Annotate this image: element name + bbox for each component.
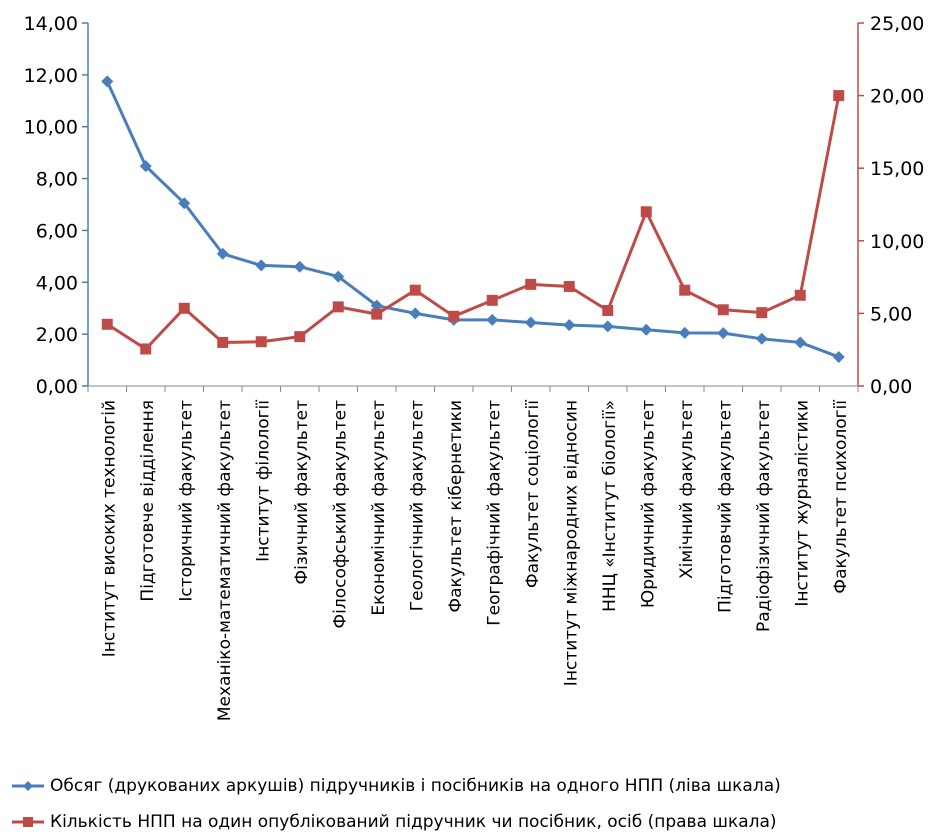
- data-point-0: [717, 327, 730, 340]
- x-tick-label: Механіко-математичний факультет: [215, 400, 235, 721]
- series-lines: [105, 80, 841, 359]
- data-point-0: [486, 313, 499, 326]
- legend-label-volume: Обсяг (друкованих аркушів) підручників і…: [50, 776, 781, 796]
- right-tick-label: 20,00: [870, 86, 924, 108]
- x-tick-label: Юридичний факультет: [638, 400, 658, 608]
- data-point-1: [756, 307, 768, 319]
- data-point-0: [178, 197, 191, 210]
- axes: [87, 23, 859, 387]
- x-tick-label: Географічний факультет: [484, 400, 504, 626]
- left-tick-label: 4,00: [36, 272, 78, 294]
- right-tick-label: 5,00: [870, 303, 912, 325]
- data-point-1: [178, 302, 190, 314]
- data-point-0: [216, 247, 229, 260]
- data-point-1: [140, 343, 152, 355]
- x-tick-label: Геологічний факультет: [407, 400, 427, 611]
- x-tick-label: Фізичний факультет: [292, 400, 312, 585]
- data-point-0: [794, 336, 807, 349]
- legend-entry-volume: Обсяг (друкованих аркушів) підручників і…: [10, 776, 781, 796]
- series-line-0: [105, 80, 840, 359]
- data-point-1: [371, 308, 383, 320]
- data-point-0: [755, 332, 768, 345]
- left-tick-label: 0,00: [36, 376, 78, 398]
- data-point-0: [601, 320, 614, 333]
- data-point-1: [217, 336, 229, 348]
- data-point-0: [101, 75, 114, 88]
- x-tick-label: Хімічний факультет: [677, 400, 697, 579]
- x-tick-label: Інститут високих технологій: [99, 400, 119, 657]
- left-tick-label: 8,00: [36, 169, 78, 191]
- left-tick-label: 12,00: [24, 65, 78, 87]
- data-point-1: [717, 304, 729, 316]
- data-point-0: [678, 326, 691, 339]
- data-point-0: [255, 259, 268, 272]
- legend-label-staff: Кількість НПП на один опублікований підр…: [50, 812, 777, 832]
- x-tick-label: Факультет психології: [831, 400, 851, 594]
- x-tick-label: Інститут міжнародних відносин: [561, 400, 581, 686]
- data-point-1: [486, 294, 498, 306]
- data-point-0: [370, 299, 383, 312]
- right-tick-label: 0,00: [870, 376, 912, 398]
- x-tick-label: Факультет соціології: [523, 400, 543, 588]
- data-point-0: [832, 350, 845, 363]
- data-point-1: [101, 318, 113, 330]
- data-point-0: [332, 270, 345, 283]
- legend-entry-staff: Кількість НПП на один опублікований підр…: [10, 812, 777, 832]
- data-point-1: [409, 284, 421, 296]
- x-tick-label: Економічний факультет: [369, 400, 389, 616]
- data-point-0: [409, 307, 422, 320]
- data-point-1: [640, 206, 652, 218]
- data-point-1: [525, 278, 537, 290]
- series-markers: [101, 75, 845, 363]
- data-point-1: [679, 284, 691, 296]
- x-tick-label: Факультет кібернетики: [446, 400, 466, 613]
- data-point-1: [332, 301, 344, 313]
- data-point-1: [563, 281, 575, 293]
- legend-diamond-icon: [12, 781, 44, 791]
- data-point-0: [139, 160, 152, 173]
- right-tick-label: 10,00: [870, 231, 924, 253]
- x-tick-label: Підготовчий факультет: [715, 400, 735, 613]
- data-point-0: [563, 319, 576, 332]
- data-point-0: [640, 323, 653, 336]
- right-tick-label: 25,00: [870, 13, 924, 35]
- data-point-1: [448, 310, 460, 322]
- data-point-1: [833, 90, 845, 102]
- data-point-1: [602, 304, 614, 316]
- left-tick-label: 6,00: [36, 220, 78, 242]
- left-tick-label: 14,00: [24, 13, 78, 35]
- x-tick-label: ННЦ «Інститут біології»: [600, 400, 620, 612]
- left-tick-label: 2,00: [36, 324, 78, 346]
- data-point-1: [794, 289, 806, 301]
- data-point-0: [524, 316, 537, 329]
- chart-svg: 0,00 2,00 4,00 6,00 8,00 10,00 12,00 14,00 0,00…: [24, 13, 925, 721]
- data-point-1: [294, 331, 306, 343]
- left-tick-label: 10,00: [24, 117, 78, 139]
- right-axis-ticks: 0,00 5,00 10,00 15,00 20,00 25,00: [858, 13, 924, 398]
- right-tick-label: 15,00: [870, 158, 924, 180]
- x-tick-label: Історичний факультет: [176, 400, 196, 602]
- series-line-1: [106, 95, 841, 351]
- x-tick-label: Інститут філології: [253, 400, 273, 562]
- x-tick-label: Філософський факультет: [330, 400, 350, 629]
- x-tick-label: Інститут журналістики: [792, 400, 812, 607]
- x-tick-label: Підготовче відділення: [138, 400, 158, 602]
- data-point-1: [255, 336, 267, 348]
- left-axis-ticks: 0,00 2,00 4,00 6,00 8,00 10,00 12,00 14,00: [24, 13, 88, 398]
- x-axis-tick-labels: Інститут високих технологій Підготовче ві…: [87, 386, 859, 721]
- data-point-0: [293, 260, 306, 273]
- legend-square-icon: [12, 817, 44, 827]
- x-tick-label: Радіофізичний факультет: [754, 400, 774, 632]
